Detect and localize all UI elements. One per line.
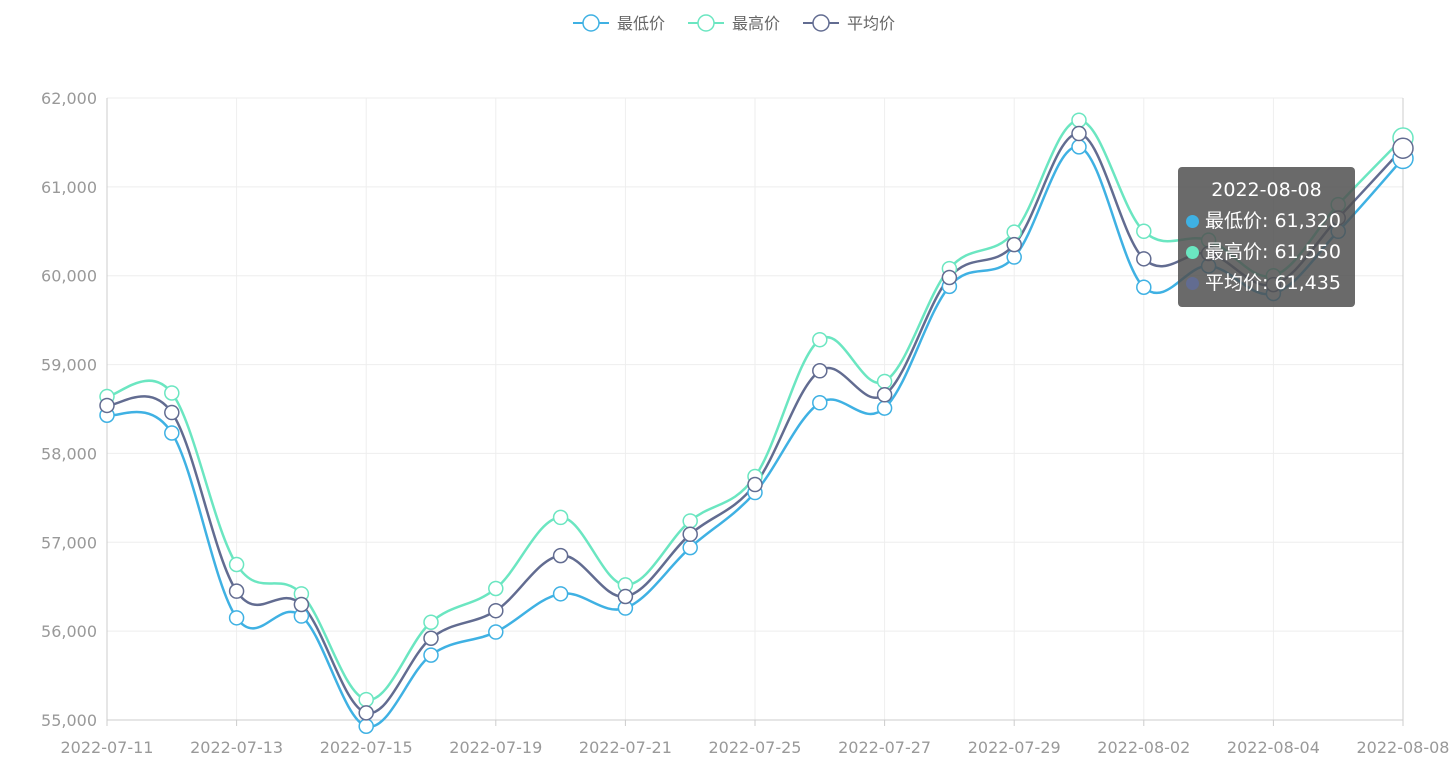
tooltip-row-avg: 平均价: 61,435 xyxy=(1186,268,1347,299)
legend-item-low[interactable]: 最低价 xyxy=(573,14,665,33)
legend-label-high: 最高价 xyxy=(732,14,780,33)
legend-marker-low xyxy=(582,14,600,32)
legend[interactable]: 最低价 最高价 平均价 xyxy=(573,14,895,33)
data-point-low[interactable] xyxy=(682,539,698,556)
x-tick-label: 2022-07-13 xyxy=(190,738,283,757)
data-point-low[interactable] xyxy=(164,425,180,441)
data-point-high[interactable] xyxy=(1071,112,1087,128)
data-point-avg[interactable] xyxy=(1392,137,1414,159)
y-tick-label: 55,000 xyxy=(41,711,97,730)
tooltip-row-low: 最低价: 61,320 xyxy=(1186,206,1347,237)
y-tick-label: 59,000 xyxy=(41,356,97,375)
grid-lines xyxy=(106,97,1404,721)
tooltip-label-avg: 平均价: 61,435 xyxy=(1205,272,1341,294)
data-point-low[interactable] xyxy=(423,647,439,663)
x-tick-label: 2022-08-08 xyxy=(1357,738,1450,757)
x-tick-label: 2022-07-11 xyxy=(61,738,154,757)
data-point-avg[interactable] xyxy=(1006,236,1022,253)
y-tick-label: 62,000 xyxy=(41,89,97,108)
data-point-avg[interactable] xyxy=(1071,125,1087,142)
data-point-high[interactable] xyxy=(552,509,569,526)
data-point-avg[interactable] xyxy=(228,583,245,599)
axes: 55,000 56,000 57,000 58,000 59,000 60,000 61,0… xyxy=(41,89,1449,757)
x-tick-label: 2022-08-04 xyxy=(1227,738,1320,757)
tooltip-date: 2022-08-08 xyxy=(1211,179,1322,201)
data-point-avg[interactable] xyxy=(941,269,958,286)
series-line-high xyxy=(106,118,1404,701)
x-tick-label: 2022-07-21 xyxy=(579,738,672,757)
data-point-high[interactable] xyxy=(876,373,893,390)
data-point-low[interactable] xyxy=(228,610,245,626)
tooltip-dot-high xyxy=(1186,246,1199,259)
tooltip: 2022-08-08 最低价: 61,320 最高价: 61,550 平均价: … xyxy=(1178,167,1355,307)
legend-marker-avg xyxy=(812,14,830,32)
data-point-avg[interactable] xyxy=(488,602,504,619)
x-tick-label: 2022-07-27 xyxy=(838,738,931,757)
data-point-high[interactable] xyxy=(812,331,828,348)
x-tick-label: 2022-07-29 xyxy=(968,738,1061,757)
data-point-low[interactable] xyxy=(358,718,374,734)
data-point-avg[interactable] xyxy=(164,404,180,421)
data-point-avg[interactable] xyxy=(99,397,115,414)
legend-marker-high xyxy=(697,14,715,32)
data-point-avg[interactable] xyxy=(423,630,439,647)
data-point-avg[interactable] xyxy=(358,705,374,721)
data-point-avg[interactable] xyxy=(617,588,634,605)
tooltip-dot-avg xyxy=(1186,277,1199,290)
tooltip-row-high: 最高价: 61,550 xyxy=(1186,237,1347,268)
x-tick-label: 2022-08-02 xyxy=(1097,738,1190,757)
y-tick-label: 60,000 xyxy=(41,267,97,286)
legend-item-avg[interactable]: 平均价 xyxy=(803,14,895,33)
data-point-avg[interactable] xyxy=(812,363,828,379)
legend-label-avg: 平均价 xyxy=(847,14,895,33)
data-point-avg[interactable] xyxy=(682,526,698,543)
y-tick-label: 58,000 xyxy=(41,444,97,463)
data-point-high[interactable] xyxy=(488,580,504,597)
data-point-high[interactable] xyxy=(682,513,698,529)
data-point-high[interactable] xyxy=(164,385,180,401)
data-point-low[interactable] xyxy=(1071,139,1087,155)
data-point-low[interactable] xyxy=(812,395,828,411)
data-point-high[interactable] xyxy=(358,691,374,708)
x-tick-label: 2022-07-15 xyxy=(320,738,413,757)
data-point-low[interactable] xyxy=(1136,279,1152,296)
data-point-avg[interactable] xyxy=(293,596,310,613)
data-point-avg[interactable] xyxy=(1136,251,1152,267)
y-tick-label: 61,000 xyxy=(41,178,97,197)
y-tick-label: 57,000 xyxy=(41,533,97,552)
tooltip-label-high: 最高价: 61,550 xyxy=(1205,241,1341,263)
data-point-high[interactable] xyxy=(228,556,245,573)
tooltip-dot-low xyxy=(1186,215,1199,228)
data-point-high[interactable] xyxy=(1136,223,1152,240)
data-point-low[interactable] xyxy=(488,624,504,640)
data-point-avg[interactable] xyxy=(876,387,893,403)
x-tick-label: 2022-07-19 xyxy=(449,738,542,757)
data-point-avg[interactable] xyxy=(552,547,569,564)
x-tick-label: 2022-07-25 xyxy=(709,738,802,757)
data-point-avg[interactable] xyxy=(747,476,763,493)
data-point-low[interactable] xyxy=(552,586,569,602)
tooltip-label-low: 最低价: 61,320 xyxy=(1205,210,1341,232)
y-tick-label: 56,000 xyxy=(41,622,97,641)
data-point-low[interactable] xyxy=(876,400,893,416)
legend-label-low: 最低价 xyxy=(617,14,665,33)
legend-item-high[interactable]: 最高价 xyxy=(688,14,780,33)
data-point-high[interactable] xyxy=(423,614,439,631)
